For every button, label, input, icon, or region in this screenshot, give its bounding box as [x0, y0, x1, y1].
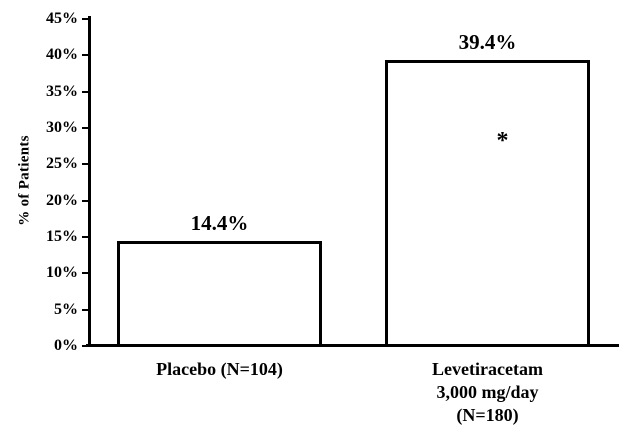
y-tick-mark: [82, 199, 89, 202]
category-label-line: Placebo (N=104): [156, 359, 283, 379]
y-tick-label: 45%: [46, 10, 78, 27]
y-tick-label: 0%: [54, 337, 78, 354]
x-axis-line: [86, 344, 619, 347]
y-tick-mark: [82, 163, 89, 166]
category-label-line: Levetiracetam: [432, 359, 543, 379]
category-label-line: (N=180): [456, 405, 519, 425]
bar-value-label: 39.4%: [458, 29, 517, 54]
y-tick-label: 40%: [46, 46, 78, 64]
y-axis-title: % of Patients: [16, 135, 33, 226]
y-tick-mark: [82, 54, 89, 57]
category-label-line: 3,000 mg/day: [436, 382, 539, 402]
category-label: Levetiracetam 3,000 mg/day (N=180): [355, 358, 620, 427]
y-tick-mark: [82, 345, 89, 347]
y-tick-label: 25%: [46, 155, 78, 173]
y-tick-label: 10%: [46, 264, 78, 282]
y-tick-label: 20%: [46, 191, 78, 209]
y-tick-mark: [82, 272, 89, 275]
y-tick-mark: [82, 308, 89, 311]
y-tick-label: 35%: [46, 82, 78, 100]
y-tick-label: 30%: [46, 119, 78, 136]
bar-value-label: 14.4%: [190, 211, 249, 236]
bar: [117, 241, 322, 347]
y-tick-mark: [82, 90, 89, 93]
significance-asterisk: *: [496, 127, 509, 154]
y-tick-mark: [82, 18, 89, 20]
bar: [385, 59, 590, 347]
y-axis-line: [88, 16, 91, 347]
y-tick-mark: [82, 236, 89, 238]
category-label: Placebo (N=104): [87, 358, 352, 381]
y-tick-mark: [82, 127, 89, 129]
y-tick-label: 5%: [54, 300, 78, 318]
y-tick-label: 15%: [46, 228, 78, 245]
